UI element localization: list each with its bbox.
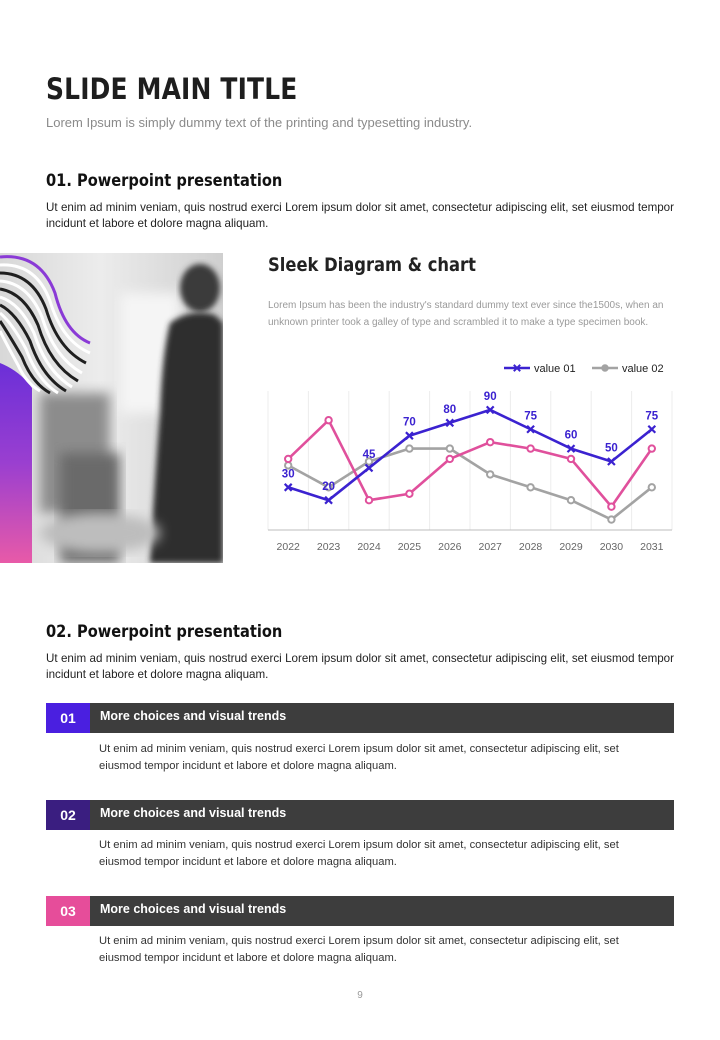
data-point bbox=[283, 483, 293, 492]
line-chart-svg: 2022 2023 2024 2025 2026 2027 2028 2029 2030 2031… bbox=[267, 363, 673, 553]
x-tick-label: 2026 bbox=[438, 541, 462, 553]
data-point bbox=[526, 424, 535, 434]
data-point bbox=[364, 496, 374, 505]
data-label: 90 bbox=[484, 391, 497, 403]
data-point bbox=[526, 444, 535, 453]
data-label: 70 bbox=[403, 417, 416, 429]
series-line bbox=[287, 447, 653, 521]
data-point bbox=[364, 457, 374, 466]
x-tick-label: 2024 bbox=[357, 541, 381, 553]
office-photo-image bbox=[0, 253, 223, 563]
legend-label: value 01 bbox=[534, 363, 576, 375]
data-point bbox=[607, 515, 616, 524]
item-body: Ut enim ad minim veniam, quis nostrud ex… bbox=[99, 839, 619, 868]
x-tick-label: 2030 bbox=[600, 541, 624, 553]
data-label: 30 bbox=[282, 468, 295, 480]
x-tick-label: 2031 bbox=[640, 541, 664, 553]
legend-marker bbox=[513, 364, 521, 372]
data-point bbox=[445, 418, 455, 428]
data-point bbox=[607, 457, 616, 466]
data-point bbox=[486, 470, 495, 479]
item-title: More choices and visual trends bbox=[100, 709, 287, 723]
data-point bbox=[445, 454, 455, 464]
data-point bbox=[324, 416, 333, 425]
item-title: More choices and visual trends bbox=[100, 806, 287, 820]
data-label: 75 bbox=[645, 410, 658, 422]
data-label: 20 bbox=[322, 481, 335, 493]
data-label: 80 bbox=[443, 404, 456, 416]
x-tick-label: 2028 bbox=[519, 541, 543, 553]
data-point bbox=[647, 444, 656, 453]
data-point bbox=[486, 437, 495, 447]
section1-title: 01. Powerpoint presentation bbox=[46, 171, 283, 191]
office-photo bbox=[0, 253, 223, 563]
item-body: Ut enim ad minim veniam, quis nostrud ex… bbox=[99, 743, 619, 772]
x-tick-label: 2025 bbox=[398, 541, 422, 553]
data-point bbox=[485, 405, 495, 415]
data-point bbox=[526, 483, 535, 492]
item-title: More choices and visual trends bbox=[100, 902, 287, 916]
data-point bbox=[324, 495, 333, 505]
chart-description: Lorem Ipsum has been the industry's stan… bbox=[268, 300, 664, 328]
list-item-header: 02 More choices and visual trends bbox=[46, 800, 674, 830]
legend-marker bbox=[601, 364, 609, 372]
line-chart: 2022 2023 2024 2025 2026 2027 2028 2029 2030 2031… bbox=[258, 355, 678, 565]
data-point bbox=[566, 496, 576, 505]
section1-body: Ut enim ad minim veniam, quis nostrud ex… bbox=[46, 201, 674, 230]
data-point bbox=[445, 444, 455, 453]
x-tick-label: 2027 bbox=[479, 541, 503, 553]
data-point bbox=[647, 424, 657, 434]
data-label: 60 bbox=[565, 430, 578, 442]
data-point bbox=[324, 483, 333, 492]
data-label: 45 bbox=[363, 449, 376, 461]
page-number: 9 bbox=[357, 990, 363, 1001]
x-tick-label: 2029 bbox=[559, 541, 583, 553]
item-number-badge: 03 bbox=[46, 896, 90, 926]
data-point bbox=[405, 444, 414, 453]
x-tick-label: 2022 bbox=[277, 541, 301, 553]
data-label: 75 bbox=[524, 410, 537, 422]
section2-title: 02. Powerpoint presentation bbox=[46, 622, 283, 642]
item-number-badge: 02 bbox=[46, 800, 90, 830]
data-point bbox=[284, 454, 293, 464]
x-tick-label: 2023 bbox=[317, 541, 341, 553]
data-point bbox=[364, 463, 374, 473]
item-number-badge: 01 bbox=[46, 703, 90, 733]
data-point bbox=[566, 454, 576, 464]
data-point bbox=[647, 483, 656, 492]
data-point bbox=[405, 431, 414, 440]
series-line bbox=[287, 408, 653, 502]
list-item-header: 01 More choices and visual trends bbox=[46, 703, 674, 733]
chart-title: Sleek Diagram & chart bbox=[268, 254, 476, 276]
data-point bbox=[607, 502, 616, 511]
data-label: 50 bbox=[605, 443, 618, 455]
series-line bbox=[287, 418, 653, 508]
item-body: Ut enim ad minim veniam, quis nostrud ex… bbox=[99, 935, 619, 964]
list-item-header: 03 More choices and visual trends bbox=[46, 896, 674, 926]
data-point bbox=[566, 444, 576, 453]
page-subtitle: Lorem Ipsum is simply dummy text of the … bbox=[46, 115, 473, 130]
legend-label: value 02 bbox=[622, 363, 664, 375]
page-title: SLIDE MAIN TITLE bbox=[46, 72, 298, 106]
section2-body: Ut enim ad minim veniam, quis nostrud ex… bbox=[46, 652, 674, 681]
data-point bbox=[405, 489, 414, 498]
